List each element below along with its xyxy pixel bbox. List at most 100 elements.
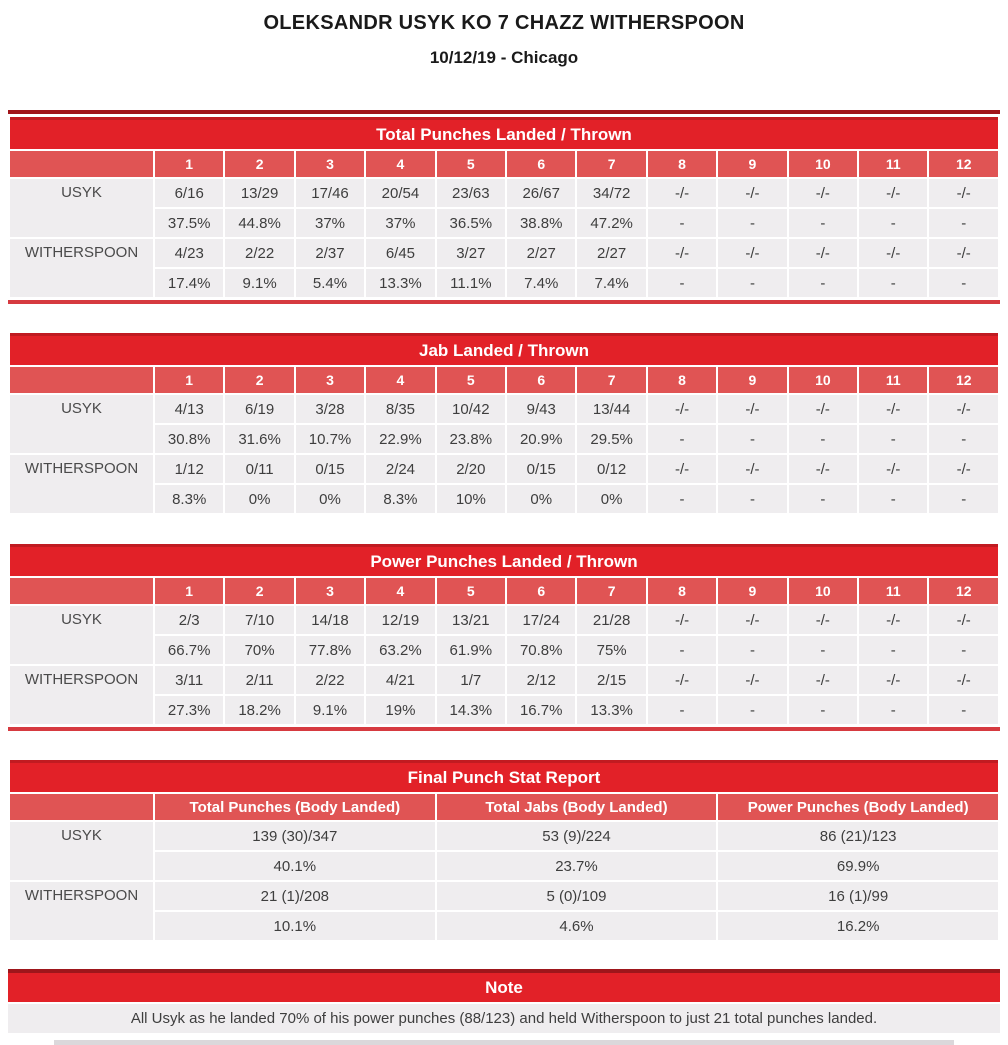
- pct-cell: -: [718, 636, 787, 664]
- stat-tables: Total Punches Landed / Thrown 1 2 3 4 5 6 7 8 9 10…: [8, 110, 1000, 942]
- pct-cell: -: [788, 485, 858, 513]
- pct-cell: 13.3%: [577, 696, 646, 724]
- pct-cell: 8.3%: [155, 485, 224, 513]
- round-header: 12: [929, 578, 998, 604]
- corner-cell: [10, 151, 153, 177]
- stat-cell: 23/63: [436, 179, 506, 207]
- column-header: Total Punches (Body Landed): [155, 794, 435, 820]
- pct-cell: 18.2%: [225, 696, 294, 724]
- pct-cell: 7.4%: [507, 269, 576, 297]
- stat-cell: 0/15: [507, 455, 576, 483]
- pct-cell: 36.5%: [436, 209, 506, 237]
- round-header: 10: [788, 367, 858, 393]
- stat-cell: 6/19: [225, 395, 294, 423]
- table-title: Jab Landed / Thrown: [10, 333, 998, 365]
- round-stat-table: Jab Landed / Thrown 1 2 3 4 5 6 7 8 9 10 11 12 USYK 4/…: [8, 331, 1000, 515]
- pct-cell: -: [718, 696, 787, 724]
- stat-cell: -/-: [929, 606, 998, 634]
- stat-cell: -/-: [647, 395, 717, 423]
- fighter-name: USYK: [10, 179, 153, 237]
- note-title: Note: [8, 969, 1000, 1002]
- round-header: 11: [859, 367, 928, 393]
- pct-cell: -: [718, 209, 787, 237]
- stat-cell: 4/21: [366, 666, 435, 694]
- stat-cell: -/-: [718, 239, 787, 267]
- divider-rule: [8, 110, 1000, 114]
- stat-cell: -/-: [788, 606, 858, 634]
- stat-section: Power Punches Landed / Thrown 1 2 3 4 5 6 7 8 9 10…: [8, 542, 1000, 731]
- pct-cell: -: [929, 269, 998, 297]
- round-header: 8: [647, 151, 717, 177]
- stat-cell: 86 (21)/123: [718, 822, 998, 850]
- pct-cell: -: [647, 636, 717, 664]
- stat-cell: -/-: [788, 666, 858, 694]
- stat-cell: 13/29: [225, 179, 294, 207]
- pct-cell: 0%: [577, 485, 646, 513]
- round-header: 10: [788, 151, 858, 177]
- stat-cell: -/-: [859, 179, 928, 207]
- pct-cell: -: [929, 636, 998, 664]
- stat-cell: -/-: [788, 179, 858, 207]
- stat-cell: 13/21: [436, 606, 506, 634]
- round-header: 2: [225, 151, 294, 177]
- stat-cell: 4/13: [155, 395, 224, 423]
- pct-cell: -: [788, 209, 858, 237]
- pct-cell: -: [647, 485, 717, 513]
- pct-cell: 0%: [507, 485, 576, 513]
- stat-cell: 17/24: [507, 606, 576, 634]
- pct-cell: -: [718, 425, 787, 453]
- stat-cell: 4/23: [155, 239, 224, 267]
- pct-cell: 38.8%: [507, 209, 576, 237]
- stat-cell: 21/28: [577, 606, 646, 634]
- round-stat-table: Total Punches Landed / Thrown 1 2 3 4 5 6 7 8 9 10…: [8, 115, 1000, 299]
- stat-cell: -/-: [718, 666, 787, 694]
- stat-cell: -/-: [929, 239, 998, 267]
- table-title: Final Punch Stat Report: [10, 760, 998, 792]
- stat-cell: 20/54: [366, 179, 435, 207]
- pct-cell: 16.2%: [718, 912, 998, 940]
- pct-cell: 40.1%: [155, 852, 435, 880]
- round-header: 5: [436, 151, 506, 177]
- round-header: 9: [718, 367, 787, 393]
- round-header: 10: [788, 578, 858, 604]
- pct-cell: 9.1%: [225, 269, 294, 297]
- pct-cell: 19%: [366, 696, 435, 724]
- stat-cell: 14/18: [295, 606, 365, 634]
- stat-cell: 16 (1)/99: [718, 882, 998, 910]
- pct-cell: -: [647, 696, 717, 724]
- round-header: 6: [507, 367, 576, 393]
- round-header: 6: [507, 578, 576, 604]
- page-title: OLEKSANDR USYK KO 7 CHAZZ WITHERSPOON: [263, 12, 745, 34]
- fighter-name: WITHERSPOON: [10, 882, 153, 940]
- table-title: Power Punches Landed / Thrown: [10, 544, 998, 576]
- pct-cell: 47.2%: [577, 209, 646, 237]
- round-header: 2: [225, 578, 294, 604]
- pct-cell: -: [718, 269, 787, 297]
- stat-cell: 6/16: [155, 179, 224, 207]
- stat-section: Jab Landed / Thrown 1 2 3 4 5 6 7 8 9 10 11 12 USYK 4/…: [8, 331, 1000, 515]
- pct-cell: -: [788, 269, 858, 297]
- pct-cell: -: [647, 269, 717, 297]
- round-header: 5: [436, 367, 506, 393]
- round-header: 7: [577, 578, 646, 604]
- column-header: Total Jabs (Body Landed): [436, 794, 717, 820]
- stat-cell: 2/37: [295, 239, 365, 267]
- round-header: 3: [295, 151, 365, 177]
- final-stat-table: Final Punch Stat Report Total Punches (Bo…: [8, 758, 1000, 942]
- pct-cell: -: [859, 696, 928, 724]
- stat-cell: -/-: [788, 455, 858, 483]
- stat-section: Final Punch Stat Report Total Punches (Bo…: [8, 758, 1000, 942]
- stat-cell: 34/72: [577, 179, 646, 207]
- pct-cell: 37%: [366, 209, 435, 237]
- stat-cell: 3/11: [155, 666, 224, 694]
- pct-cell: -: [929, 209, 998, 237]
- pct-cell: 16.7%: [507, 696, 576, 724]
- round-header: 3: [295, 367, 365, 393]
- stat-cell: -/-: [647, 666, 717, 694]
- stat-cell: -/-: [859, 666, 928, 694]
- fighter-name: USYK: [10, 822, 153, 880]
- stat-cell: -/-: [647, 179, 717, 207]
- bottom-edge-strip: [54, 1040, 954, 1045]
- divider-rule: [8, 300, 1000, 304]
- round-header: 2: [225, 367, 294, 393]
